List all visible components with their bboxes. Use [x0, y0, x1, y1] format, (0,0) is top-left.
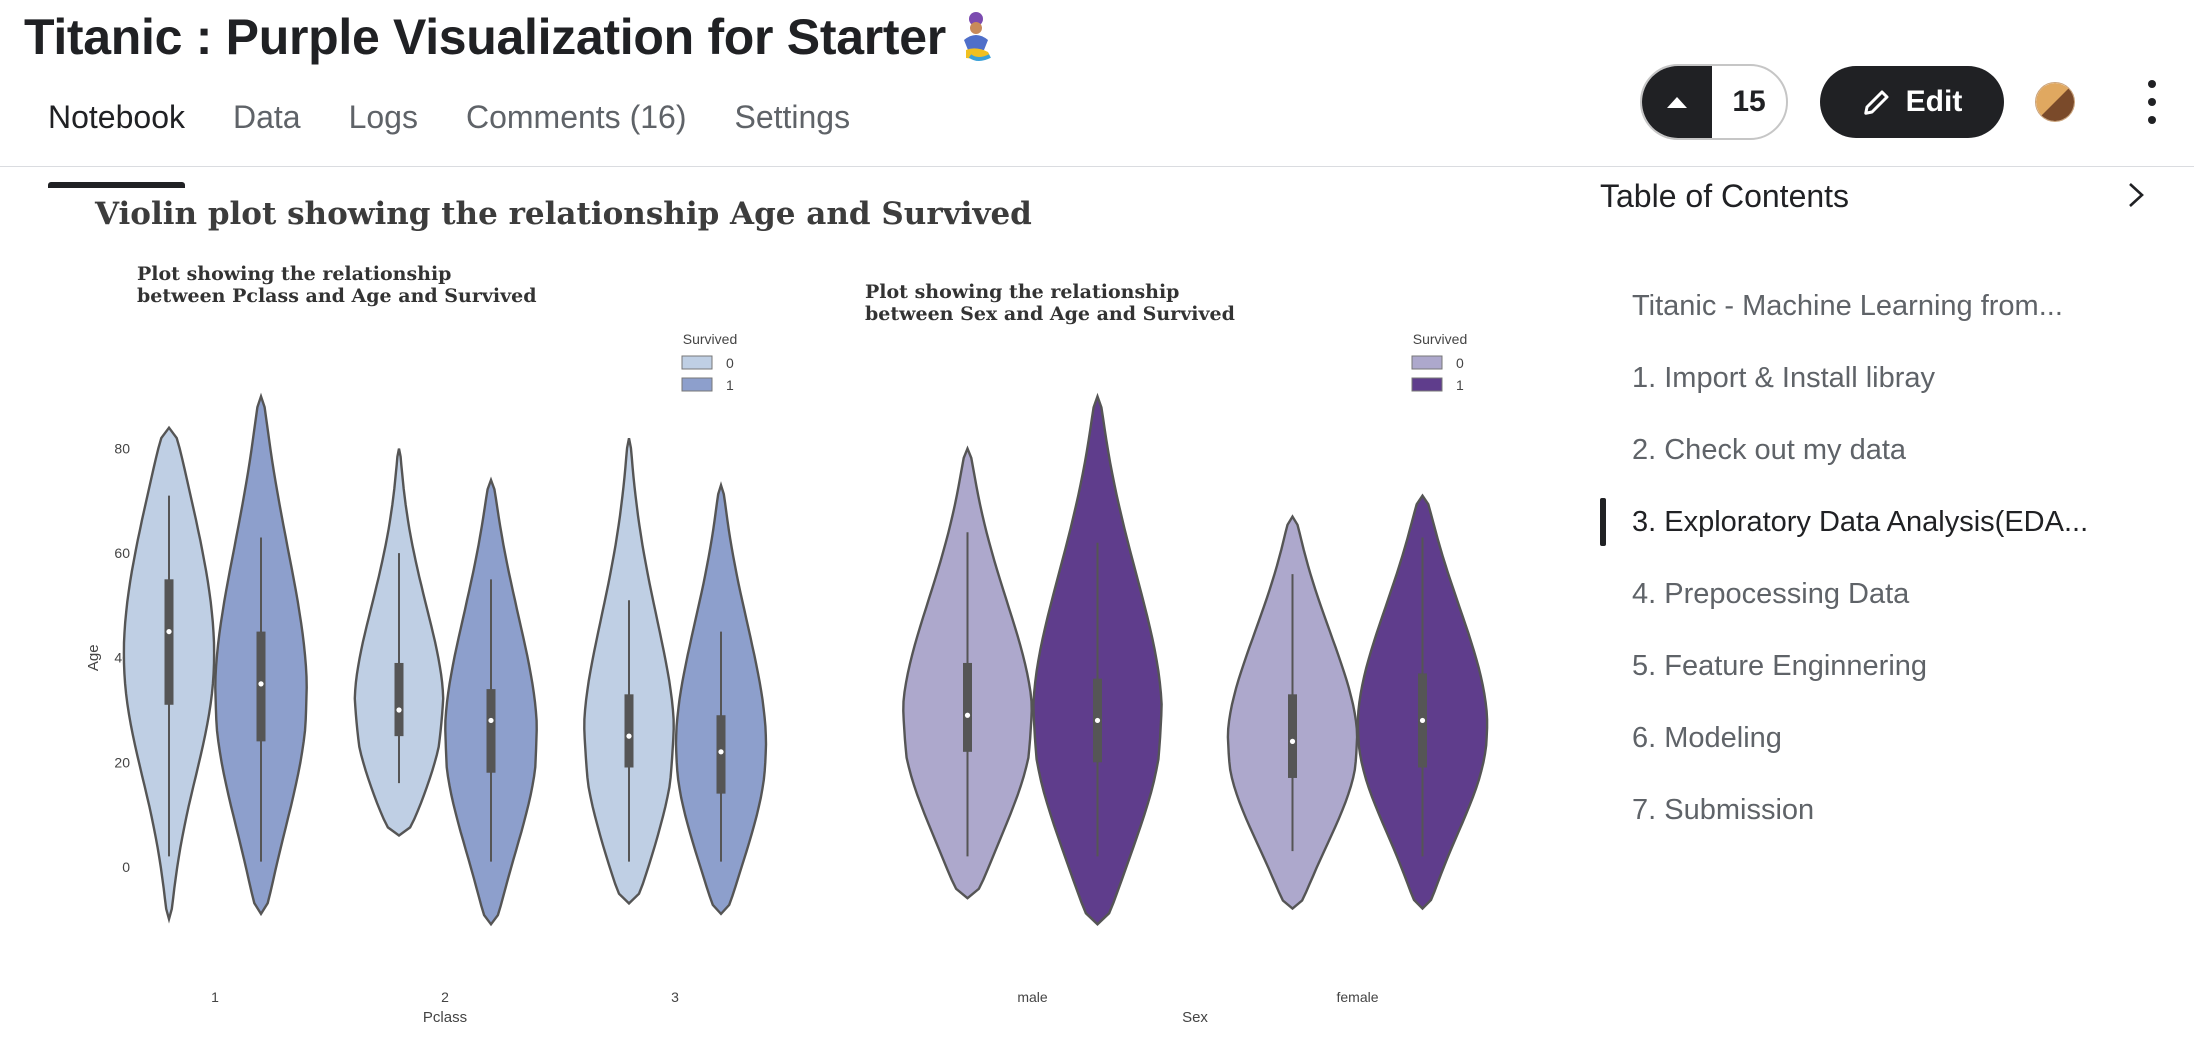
violin-median-point	[1094, 717, 1101, 724]
tab-data[interactable]: Data	[232, 99, 301, 135]
x-axis-label: Sex	[1182, 1009, 1208, 1026]
violin-median-point	[1289, 738, 1296, 744]
violin-iqr-box	[716, 715, 726, 794]
y-axis-label: Age	[85, 644, 102, 671]
legend-entry: 1	[726, 377, 734, 393]
legend-swatch	[1411, 377, 1443, 392]
violin-iqr-box	[486, 689, 496, 773]
vote-count: 15	[1732, 85, 1766, 118]
toc-item[interactable]: 5. Feature Enginnering	[1632, 650, 1928, 682]
legend-swatch	[1411, 355, 1443, 370]
toc-item[interactable]: 7. Submission	[1632, 794, 1815, 826]
legend-swatch	[681, 377, 713, 392]
toc-item[interactable]: Titanic - Machine Learning from...	[1632, 290, 2063, 322]
edit-button[interactable]: Edit	[1820, 66, 2004, 138]
tab-notebook[interactable]: Notebook	[24, 92, 209, 188]
legend-entry: 0	[1456, 355, 1464, 371]
y-tick-label: 80	[114, 441, 130, 457]
chart-title-line: between Sex and Age and Survived	[865, 303, 1235, 325]
x-tick-label: 2	[441, 989, 449, 1005]
legend-entry: 1	[1456, 377, 1464, 393]
y-tick-label: 60	[114, 545, 130, 561]
toc-item[interactable]: 3. Exploratory Data Analysis(EDA...	[1594, 498, 2114, 570]
notebook-title-text: Titanic : Purple Visualization for Start…	[24, 9, 946, 65]
legend-entry: 0	[726, 355, 734, 371]
chevron-right-icon[interactable]	[2124, 178, 2148, 212]
more-options-button[interactable]	[2140, 80, 2164, 124]
tab-settings[interactable]: Settings	[734, 99, 851, 135]
avatar[interactable]	[2035, 82, 2075, 122]
figure-title: Violin plot showing the relationship Age…	[95, 196, 1032, 232]
x-axis-label: Pclass	[423, 1009, 467, 1026]
notebook-title: Titanic : Purple Visualization for Start…	[24, 8, 1000, 66]
violin-median-point	[258, 681, 264, 687]
y-tick-label: 20	[114, 754, 130, 770]
violin-median-point	[1419, 717, 1426, 724]
notebook-tabs: Notebook Data Logs Comments (16) Setting…	[24, 92, 874, 188]
chart-title-line: between Pclass and Age and Survived	[137, 285, 537, 307]
toc-item[interactable]: 4. Prepocessing Data	[1632, 578, 1910, 610]
toc-title: Table of Contents	[1600, 178, 1850, 214]
chart-title-line: Plot showing the relationship	[865, 281, 1179, 303]
violin-median-point	[626, 733, 632, 739]
x-tick-label: 1	[211, 989, 219, 1005]
x-tick-label: 3	[671, 989, 679, 1005]
x-tick-label: male	[1017, 989, 1048, 1005]
toc-item[interactable]: 2. Check out my data	[1632, 434, 1907, 466]
violin-iqr-box	[164, 579, 174, 705]
toc-list: Titanic - Machine Learning from... 1. Imp…	[1594, 282, 2114, 858]
violin-median-point	[718, 749, 724, 755]
violin-median-point	[488, 717, 494, 724]
toc-item[interactable]: 6. Modeling	[1632, 722, 1782, 754]
pencil-icon	[1863, 90, 1889, 115]
y-tick-label: 0	[122, 859, 130, 875]
violin-median-point	[396, 707, 402, 713]
violin-median-point	[166, 628, 172, 635]
violin-iqr-box	[1288, 694, 1297, 778]
edit-label: Edit	[1905, 85, 1963, 118]
violin-iqr-box	[963, 662, 972, 752]
tab-comments[interactable]: Comments (16)	[465, 99, 687, 135]
x-tick-label: female	[1336, 989, 1378, 1005]
header-divider	[0, 166, 2194, 167]
legend-title: Survived	[1413, 331, 1467, 347]
legend-swatch	[681, 355, 713, 370]
violin-median-point	[964, 712, 971, 718]
upvote-button[interactable]	[1642, 66, 1712, 138]
tab-logs[interactable]: Logs	[348, 99, 418, 135]
chart-title-line: Plot showing the relationship	[137, 263, 451, 285]
violin-iqr-box	[394, 662, 404, 737]
legend-title: Survived	[683, 331, 737, 347]
vote-widget: 15	[1640, 64, 1788, 140]
toc-item[interactable]: 1. Import & Install libray	[1632, 362, 1935, 394]
violin-iqr-box	[624, 694, 634, 768]
genie-icon	[952, 10, 1000, 62]
violin-iqr-box	[256, 631, 266, 742]
